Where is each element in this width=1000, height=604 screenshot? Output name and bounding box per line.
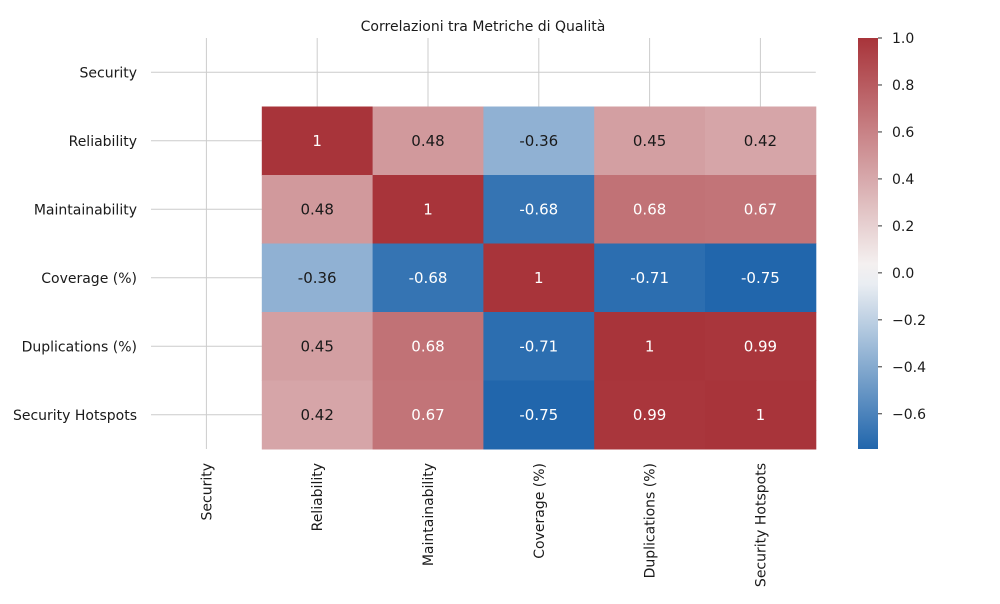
heatmap-cell: [594, 243, 706, 313]
heatmap-cell: [261, 175, 374, 244]
cell-annotation: -0.75: [741, 269, 780, 287]
heatmap-cell: [372, 175, 484, 244]
cell-annotation: 0.48: [300, 200, 333, 218]
cell-annotation: 0.48: [411, 132, 444, 150]
cell-annotation: 0.67: [744, 200, 777, 218]
heatmap-cell: [261, 380, 374, 450]
x-tick-label: Security Hotspots: [753, 463, 769, 587]
cell-annotation: 0.45: [633, 132, 666, 150]
heatmap-cell: [261, 106, 374, 176]
cell-annotation: 1: [645, 337, 655, 355]
cell-annotation: -0.71: [630, 269, 669, 287]
heatmap-cell: [594, 175, 706, 244]
y-tick-label: Maintainability: [34, 202, 137, 218]
heatmap-cell: [705, 312, 817, 381]
colorbar-tick-label: 0.8: [892, 78, 914, 94]
heatmap-cell: [372, 243, 484, 313]
y-axis-labels: Security Reliability Maintainability Covera…: [13, 65, 137, 424]
x-tick-label: Security: [199, 463, 215, 521]
cell-annotation: 1: [756, 406, 766, 424]
colorbar-tick-label: 0.6: [892, 125, 914, 141]
cell-annotation: 0.99: [744, 337, 777, 355]
heatmap-cell: [483, 175, 595, 244]
cell-annotation: 0.68: [411, 337, 444, 355]
heatmap-cell: [483, 106, 595, 176]
cell-annotation: 1: [534, 269, 544, 287]
x-axis-labels: Security Reliability Maintainability Covera…: [199, 463, 769, 587]
chart-title: Correlazioni tra Metriche di Qualità: [361, 19, 606, 35]
cell-annotation: 0.42: [744, 132, 777, 150]
heatmap-cell: [705, 175, 817, 244]
heatmap-cell: [372, 380, 484, 450]
colorbar: 1.0 0.8 0.6 0.4 0.2 0.0 −0.2 −0.4 −0.6: [858, 31, 926, 449]
cell-annotation: -0.71: [519, 337, 558, 355]
heatmap-cell: [705, 106, 817, 176]
y-tick-label: Reliability: [69, 134, 137, 150]
cell-annotation: 0.45: [300, 337, 333, 355]
heatmap-cell: [594, 312, 706, 381]
x-tick-label: Coverage (%): [532, 463, 548, 559]
heatmap-cell: [705, 380, 817, 450]
y-tick-label: Coverage (%): [41, 271, 137, 287]
y-tick-label: Duplications (%): [22, 339, 137, 355]
colorbar-tick-label: 1.0: [892, 31, 914, 47]
colorbar-tick-label: 0.2: [892, 219, 914, 235]
cell-annotations: 1 0.48 -0.36 0.45 0.42 0.48 1 -0.68 0.68 0.67 -0.3…: [298, 132, 780, 424]
x-tick-label: Duplications (%): [643, 463, 659, 578]
heatmap-cell: [483, 380, 595, 450]
cell-annotation: 0.42: [300, 406, 333, 424]
cell-annotation: 0.67: [411, 406, 444, 424]
cell-annotation: -0.75: [519, 406, 558, 424]
heatmap-cell: [261, 312, 374, 381]
heatmap-cell: [705, 243, 817, 313]
heatmap-cell: [261, 243, 374, 313]
colorbar-tick-label: −0.6: [892, 407, 926, 423]
heatmap-cell: [372, 312, 484, 381]
heatmap-cells: [261, 106, 817, 450]
cell-annotation: -0.68: [519, 200, 558, 218]
x-tick-label: Maintainability: [421, 463, 437, 566]
cell-annotation: 1: [312, 132, 322, 150]
colorbar-gradient: [858, 38, 878, 449]
heatmap-cell: [483, 243, 595, 313]
heatmap-cell: [483, 312, 595, 381]
colorbar-tick-label: 0.0: [892, 266, 914, 282]
heatmap-cell: [372, 106, 484, 176]
cell-annotation: -0.68: [409, 269, 448, 287]
cell-annotation: -0.36: [519, 132, 558, 150]
cell-annotation: 1: [423, 200, 433, 218]
cell-annotation: 0.68: [633, 200, 666, 218]
colorbar-tick-label: −0.2: [892, 313, 926, 329]
y-tick-label: Security Hotspots: [13, 408, 137, 424]
x-tick-label: Reliability: [310, 463, 326, 531]
colorbar-tick-label: 0.4: [892, 172, 914, 188]
heatmap-cell: [594, 380, 706, 450]
cell-annotation: -0.36: [298, 269, 337, 287]
cell-annotation: 0.99: [633, 406, 666, 424]
heatmap-cell: [594, 106, 706, 176]
y-tick-label: Security: [80, 65, 138, 81]
colorbar-tick-label: −0.4: [892, 360, 926, 376]
